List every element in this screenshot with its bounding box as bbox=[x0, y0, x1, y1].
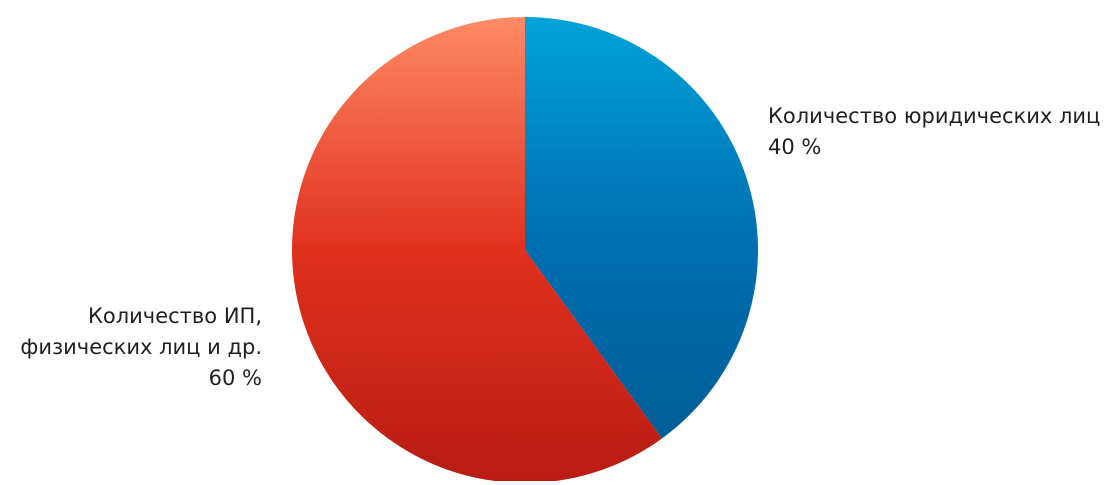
pie-category-label-legal-entities: Количество юридических лиц bbox=[768, 104, 1100, 128]
pie-value-label-legal-entities: 40 % bbox=[768, 135, 821, 159]
pie-slice-legal-entities bbox=[525, 17, 758, 439]
pie-slices bbox=[291, 16, 758, 484]
pie-labels: Количество юридических лиц 40 % Количество… bbox=[20, 104, 1100, 390]
pie-category-label-individuals: физических лиц и др. bbox=[20, 335, 262, 359]
pie-category-label-individuals: Количество ИП, bbox=[88, 304, 262, 328]
pie-slice-individuals bbox=[291, 16, 662, 484]
pie-value-label-individuals: 60 % bbox=[209, 366, 262, 390]
